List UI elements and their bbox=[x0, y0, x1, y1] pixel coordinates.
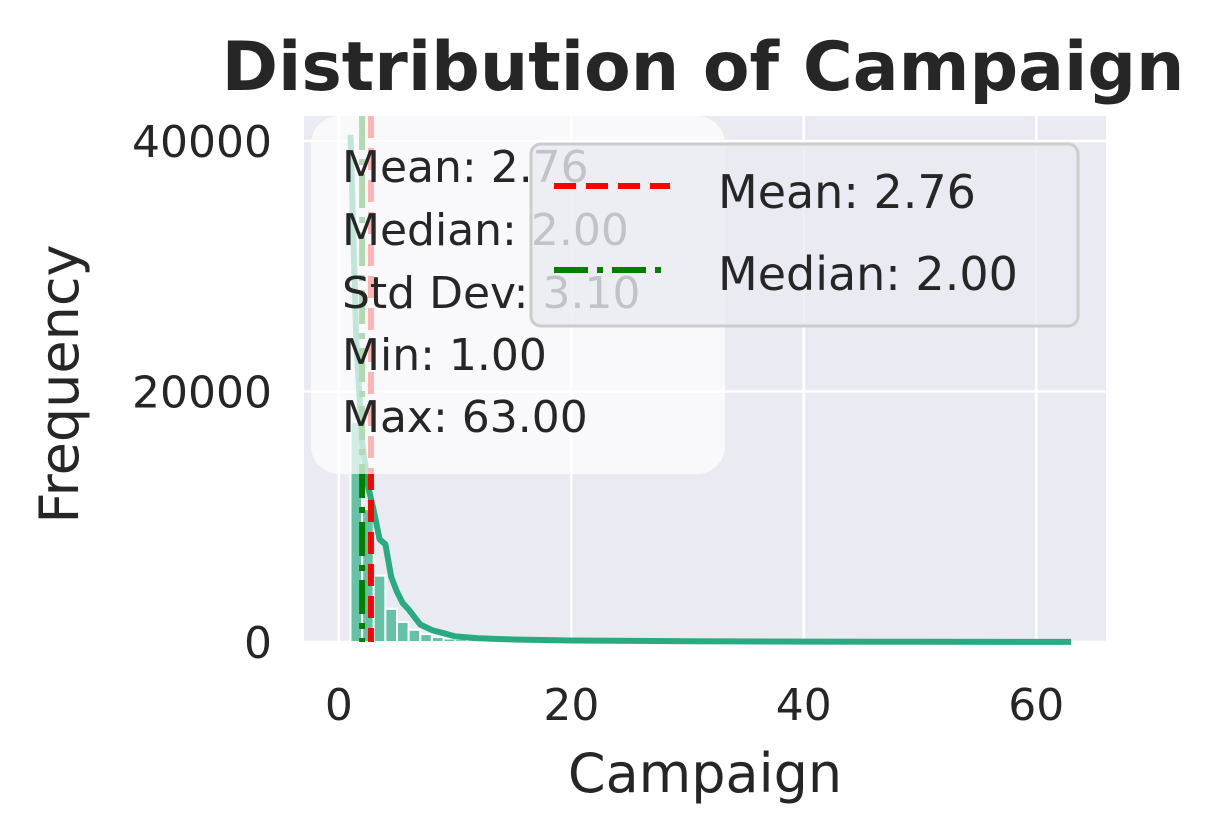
x-tick-label: 20 bbox=[543, 680, 599, 731]
x-tick-label: 40 bbox=[776, 680, 832, 731]
histogram-bar bbox=[419, 633, 433, 643]
histogram-bar bbox=[430, 635, 445, 644]
legend-box bbox=[529, 142, 1080, 328]
kde-curve bbox=[347, 134, 1072, 645]
legend-median-label: Median: 2.00 bbox=[718, 247, 1018, 301]
histogram-bar bbox=[384, 607, 398, 643]
stats-min: Min: 1.00 bbox=[342, 330, 547, 381]
x-tick-label: 0 bbox=[325, 680, 353, 731]
x-tick-labels: 0 20 40 60 bbox=[325, 680, 1064, 731]
histogram-bar bbox=[395, 620, 410, 644]
y-tick-label: 0 bbox=[244, 618, 272, 669]
y-tick-label: 40000 bbox=[132, 117, 272, 168]
y-tick-label: 20000 bbox=[132, 368, 272, 419]
legend: Mean: 2.76 Median: 2.00 bbox=[529, 142, 1080, 328]
x-axis-label: Campaign bbox=[568, 742, 842, 805]
y-tick-labels: 0 20000 40000 bbox=[132, 117, 272, 669]
chart-title: Distribution of Campaign bbox=[222, 28, 1185, 107]
x-tick-label: 60 bbox=[1008, 680, 1064, 731]
y-axis-label: Frequency bbox=[28, 245, 91, 524]
histogram-bar bbox=[372, 574, 387, 643]
histogram-bar bbox=[407, 628, 422, 644]
legend-mean-label: Mean: 2.76 bbox=[718, 165, 976, 219]
stats-max: Max: 63.00 bbox=[342, 392, 588, 443]
